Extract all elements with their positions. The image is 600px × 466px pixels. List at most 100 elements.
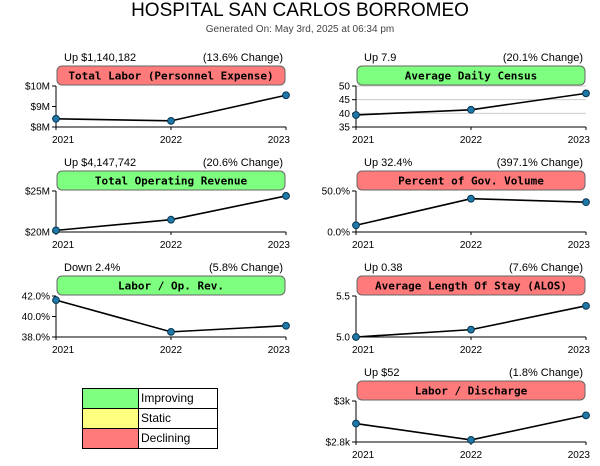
data-point [282,91,290,100]
chart-title: Average Length Of Stay (ALOS) [375,280,567,293]
y-tick-label: 50.0% [322,187,350,198]
status-pill [56,65,286,86]
chart-title: Labor / Discharge [415,385,528,398]
chart-title: Labor / Op. Rev. [118,280,224,293]
y-tick-label: 42.0% [22,292,50,303]
chart-title: Average Daily Census [405,70,537,83]
x-tick-label: 2022 [460,345,483,356]
summary-right: (5.8% Change) [209,262,283,274]
data-point [467,105,475,114]
plot-area [356,401,586,442]
chart-svg: Up 0.38 (7.6% Change) Average Length Of St… [336,262,591,356]
panel-labor-per-discharge: Up $52 (1.8% Change) Labor / Discharge $2.8… [304,361,594,466]
y-tick-label: 5.0 [336,333,350,344]
data-point [52,226,60,235]
plot-area [56,191,286,232]
status-pill [56,170,286,191]
y-tick-label: 38.0% [22,333,50,344]
data-point [467,194,475,203]
summary-left: Down 2.4% [64,262,120,274]
status-pill [356,170,586,191]
summary-right: (13.6% Change) [203,52,283,64]
data-point [352,111,360,119]
x-tick-label: 2022 [460,135,483,146]
summary-left: Up $52 [364,367,399,379]
y-tick-label: $3k [334,397,351,408]
panel-average-length-of-stay: Up 0.38 (7.6% Change) Average Length Of St… [304,256,594,361]
panel-percent-gov-volume: Up 32.4% (397.1% Change) Percent of Gov. V… [304,151,594,256]
chart-svg: Up 7.9 (20.1% Change) Average Daily Census… [339,52,591,146]
data-point [582,301,590,310]
x-tick-label: 2021 [352,450,375,461]
legend-item-improving: Improving [83,389,217,409]
data-point [167,327,175,336]
y-tick-label: 35 [339,123,351,134]
data-point [582,411,590,420]
chart-svg: Up $1,140,182 (13.6% Change) Total Labor (… [25,52,290,146]
y-tick-label: $10M [25,82,50,93]
chart-svg: Up $52 (1.8% Change) Labor / Discharge $2.8… [326,367,591,461]
status-pill [56,275,286,296]
x-tick-label: 2023 [568,240,591,251]
data-point [52,296,60,304]
data-point [467,436,475,444]
data-point [352,221,360,230]
x-tick-label: 2021 [52,240,75,251]
summary-right: (20.6% Change) [203,157,283,169]
legend-swatch-static [83,409,139,428]
data-point [167,215,175,224]
legend-label-declining: Declining [141,431,191,445]
data-point [582,198,590,207]
y-tick-label: $8M [31,123,50,134]
x-tick-label: 2023 [568,135,591,146]
summary-left: Up $1,140,182 [64,52,136,64]
chart-title: Total Labor (Personnel Expense) [68,70,273,83]
page-title: HOSPITAL SAN CARLOS BORROMEO [131,0,469,21]
x-tick-label: 2021 [352,240,375,251]
data-point [282,321,290,330]
status-pill [356,380,586,401]
legend-label-static: Static [141,411,172,425]
legend-item-static: Static [83,409,217,429]
y-tick-label: $20M [25,228,50,239]
chart-svg: Up $4,147,742 (20.6% Change) Total Operati… [25,157,291,251]
panel-labor-op-rev: Down 2.4% (5.8% Change) Labor / Op. Rev. 38… [4,256,294,361]
y-tick-label: 0.0% [327,228,350,239]
data-point [282,192,290,200]
legend-item-declining: Declining [83,429,217,448]
x-tick-label: 2023 [268,345,291,356]
data-point [52,114,60,123]
legend-swatch-improving [83,389,139,408]
panel-total-operating-revenue: Up $4,147,742 (20.6% Change) Total Operati… [4,151,294,256]
data-point [352,333,360,341]
summary-left: Up 7.9 [364,52,396,64]
x-tick-label: 2021 [352,135,375,146]
y-tick-label: $25M [25,187,50,198]
summary-left: Up $4,147,742 [64,157,136,169]
data-point [352,419,360,428]
y-tick-label: 45 [339,95,351,106]
x-tick-label: 2022 [460,450,483,461]
x-tick-label: 2021 [352,345,375,356]
summary-right: (1.8% Change) [509,367,583,379]
summary-right: (20.1% Change) [503,52,583,64]
status-pill [356,275,586,296]
summary-right: (397.1% Change) [497,157,583,169]
x-tick-label: 2022 [160,240,183,251]
y-tick-label: 40.0% [22,312,50,323]
x-tick-label: 2021 [52,135,75,146]
status-legend: Improving Static Declining [82,388,218,449]
summary-left: Up 0.38 [364,262,403,274]
data-point [467,325,475,334]
x-tick-label: 2022 [160,345,183,356]
x-tick-label: 2023 [268,240,291,251]
x-tick-label: 2023 [568,345,591,356]
legend-swatch-declining [83,429,139,448]
x-tick-label: 2022 [460,240,483,251]
x-tick-label: 2023 [568,450,591,461]
chart-svg: Up 32.4% (397.1% Change) Percent of Gov. V… [322,157,591,251]
chart-svg: Down 2.4% (5.8% Change) Labor / Op. Rev. 38… [22,262,291,356]
x-tick-label: 2022 [160,135,183,146]
generated-timestamp: Generated On: May 3rd, 2025 at 06:34 pm [205,24,395,35]
legend-label-improving: Improving [141,391,194,405]
